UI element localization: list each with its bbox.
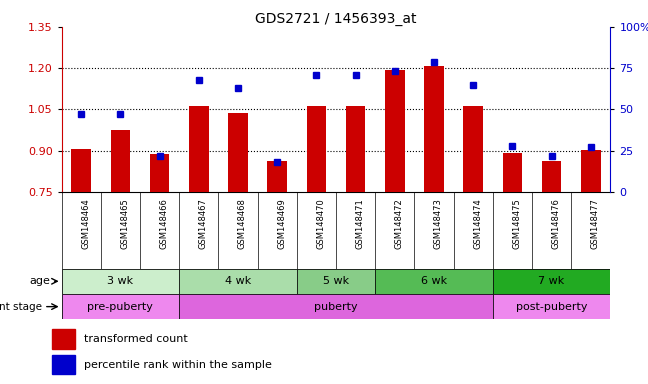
Text: 5 wk: 5 wk bbox=[323, 276, 349, 286]
Bar bbox=[111, 130, 130, 192]
Bar bbox=[581, 150, 601, 192]
Text: GSM148468: GSM148468 bbox=[238, 198, 247, 249]
Text: GSM148465: GSM148465 bbox=[121, 198, 130, 249]
Text: puberty: puberty bbox=[314, 301, 358, 312]
Bar bbox=[189, 106, 209, 192]
Bar bbox=[503, 153, 522, 192]
Bar bbox=[150, 154, 169, 192]
Bar bbox=[52, 329, 75, 349]
Bar bbox=[52, 355, 75, 374]
Title: GDS2721 / 1456393_at: GDS2721 / 1456393_at bbox=[255, 12, 417, 26]
Text: development stage: development stage bbox=[0, 301, 42, 312]
Text: post-puberty: post-puberty bbox=[516, 301, 587, 312]
Text: GSM148473: GSM148473 bbox=[434, 198, 443, 249]
Bar bbox=[307, 106, 326, 192]
Bar bbox=[542, 161, 561, 192]
Text: 4 wk: 4 wk bbox=[225, 276, 251, 286]
Text: 7 wk: 7 wk bbox=[538, 276, 565, 286]
Text: transformed count: transformed count bbox=[84, 334, 188, 344]
Text: GSM148467: GSM148467 bbox=[199, 198, 208, 249]
Text: 3 wk: 3 wk bbox=[108, 276, 133, 286]
Bar bbox=[463, 106, 483, 192]
Bar bbox=[346, 106, 365, 192]
Text: GSM148469: GSM148469 bbox=[277, 198, 286, 249]
Text: GSM148475: GSM148475 bbox=[513, 198, 522, 249]
Text: age: age bbox=[29, 276, 50, 286]
Text: 6 wk: 6 wk bbox=[421, 276, 447, 286]
Bar bbox=[375, 269, 492, 294]
Text: GSM148470: GSM148470 bbox=[316, 198, 325, 249]
Bar bbox=[179, 269, 297, 294]
Bar bbox=[424, 66, 444, 192]
Bar bbox=[492, 294, 610, 319]
Text: GSM148472: GSM148472 bbox=[395, 198, 404, 249]
Bar bbox=[71, 149, 91, 192]
Text: GSM148466: GSM148466 bbox=[159, 198, 168, 249]
Bar bbox=[62, 269, 179, 294]
Bar bbox=[385, 70, 404, 192]
Bar bbox=[179, 294, 492, 319]
Bar bbox=[268, 161, 287, 192]
Bar bbox=[228, 113, 248, 192]
Text: GSM148464: GSM148464 bbox=[81, 198, 90, 249]
Text: GSM148476: GSM148476 bbox=[551, 198, 561, 249]
Bar bbox=[492, 269, 610, 294]
Text: GSM148471: GSM148471 bbox=[356, 198, 365, 249]
Bar bbox=[62, 294, 179, 319]
Text: percentile rank within the sample: percentile rank within the sample bbox=[84, 360, 272, 370]
Bar bbox=[297, 269, 375, 294]
Text: GSM148474: GSM148474 bbox=[473, 198, 482, 249]
Text: GSM148477: GSM148477 bbox=[591, 198, 600, 249]
Text: pre-puberty: pre-puberty bbox=[87, 301, 154, 312]
